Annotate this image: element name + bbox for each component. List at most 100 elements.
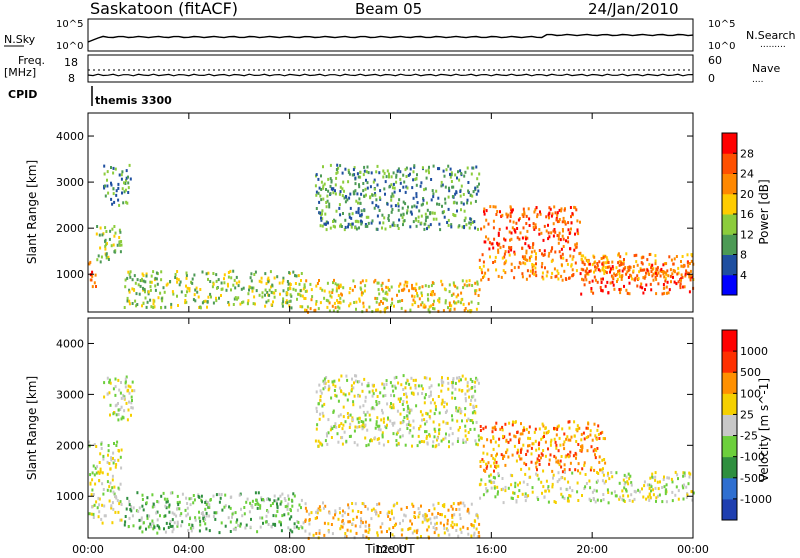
scatter-cell bbox=[190, 529, 193, 533]
scatter-cell bbox=[363, 209, 366, 213]
scatter-cell bbox=[123, 181, 125, 185]
scatter-cell bbox=[595, 489, 598, 493]
scatter-cell bbox=[459, 527, 462, 531]
scatter-cell bbox=[176, 507, 178, 511]
scatter-cell bbox=[413, 204, 416, 208]
scatter-cell bbox=[462, 440, 465, 444]
scatter-cell bbox=[477, 381, 480, 385]
scatter-cell bbox=[415, 531, 418, 535]
scatter-cell bbox=[569, 247, 571, 251]
scatter-cell bbox=[594, 434, 597, 438]
scatter-cell bbox=[600, 281, 603, 284]
colorbar-swatch bbox=[722, 214, 737, 235]
scatter-cell bbox=[526, 449, 529, 453]
scatter-cell bbox=[468, 395, 471, 399]
scatter-cell bbox=[376, 164, 379, 168]
scatter-cell bbox=[390, 204, 393, 208]
scatter-cell bbox=[293, 526, 296, 530]
scatter-cell bbox=[292, 270, 295, 274]
scatter-cell bbox=[597, 433, 600, 436]
scatter-cell bbox=[424, 284, 427, 288]
scatter-cell bbox=[455, 409, 458, 413]
scatter-cell bbox=[128, 400, 130, 404]
scatter-cell bbox=[535, 206, 538, 210]
scatter-cell bbox=[690, 253, 693, 257]
scatter-cell bbox=[443, 405, 446, 409]
scatter-cell bbox=[379, 391, 382, 395]
scatter-cell bbox=[490, 481, 493, 485]
scatter-cell bbox=[364, 524, 367, 528]
scatter-cell bbox=[589, 429, 592, 433]
scatter-cell bbox=[369, 196, 372, 200]
scatter-cell bbox=[118, 240, 121, 244]
scatter-cell bbox=[439, 521, 442, 525]
scatter-cell bbox=[319, 301, 322, 305]
scatter-cell bbox=[173, 521, 176, 525]
scatter-cell bbox=[510, 483, 513, 487]
scatter-cell bbox=[130, 406, 133, 410]
scatter-cell bbox=[156, 518, 159, 522]
scatter-cell bbox=[633, 254, 636, 258]
scatter-cell bbox=[253, 295, 256, 299]
scatter-cell bbox=[421, 520, 424, 524]
scatter-cell bbox=[384, 180, 387, 184]
scatter-cell bbox=[560, 455, 563, 458]
scatter-cell bbox=[185, 274, 188, 277]
scatter-cell bbox=[598, 437, 601, 440]
scatter-cell bbox=[375, 198, 378, 202]
scatter-cell bbox=[260, 280, 263, 284]
scatter-cell bbox=[110, 166, 112, 169]
scatter-cell bbox=[388, 185, 391, 189]
scatter-cell bbox=[392, 182, 395, 186]
scatter-cell bbox=[411, 286, 414, 290]
scatter-cell bbox=[611, 475, 614, 479]
scatter-cell bbox=[543, 249, 546, 253]
scatter-cell bbox=[355, 219, 358, 223]
scatter-cell bbox=[548, 462, 551, 466]
scatter-cell bbox=[574, 468, 577, 472]
scatter-cell bbox=[120, 405, 123, 409]
scatter-cell bbox=[463, 504, 466, 508]
scatter-cell bbox=[431, 293, 434, 297]
scatter-cell bbox=[619, 495, 622, 499]
scatter-cell bbox=[497, 250, 500, 254]
nsky-tick-top: 10^5 bbox=[56, 19, 83, 30]
scatter-cell bbox=[498, 437, 501, 441]
scatter-cell bbox=[176, 270, 179, 273]
scatter-cell bbox=[494, 428, 497, 431]
scatter-cell bbox=[390, 406, 393, 410]
scatter-cell bbox=[276, 275, 279, 279]
scatter-cell bbox=[89, 473, 92, 477]
nsearch-tick-top: 10^5 bbox=[708, 19, 735, 30]
scatter-cell bbox=[341, 442, 344, 446]
scatter-cell bbox=[551, 482, 554, 486]
scatter-cell bbox=[519, 262, 522, 266]
scatter-cell bbox=[287, 502, 290, 506]
scatter-cell bbox=[688, 262, 691, 265]
scatter-cell bbox=[422, 202, 424, 206]
scatter-cell bbox=[472, 404, 475, 408]
scatter-cell bbox=[658, 493, 661, 497]
scatter-cell bbox=[288, 271, 291, 275]
scatter-cell bbox=[561, 278, 564, 282]
scatter-cell bbox=[594, 278, 597, 282]
scatter-cell bbox=[283, 497, 286, 500]
freq-series-line bbox=[87, 73, 694, 77]
scatter-cell bbox=[392, 194, 395, 198]
scatter-cell bbox=[221, 287, 224, 291]
scatter-cell bbox=[475, 192, 478, 196]
scatter-cell bbox=[331, 304, 334, 308]
scatter-cell bbox=[506, 448, 509, 452]
scatter-cell bbox=[337, 283, 340, 287]
scatter-cell bbox=[281, 492, 284, 496]
scatter-cell bbox=[523, 210, 526, 214]
scatter-cell bbox=[535, 448, 538, 452]
scatter-cell bbox=[406, 379, 409, 383]
scatter-cell bbox=[391, 192, 394, 196]
scatter-cell bbox=[101, 471, 104, 475]
scatter-cell bbox=[274, 522, 276, 526]
scatter-cell bbox=[114, 510, 117, 514]
scatter-cell bbox=[122, 393, 125, 397]
scatter-cell bbox=[358, 416, 361, 420]
